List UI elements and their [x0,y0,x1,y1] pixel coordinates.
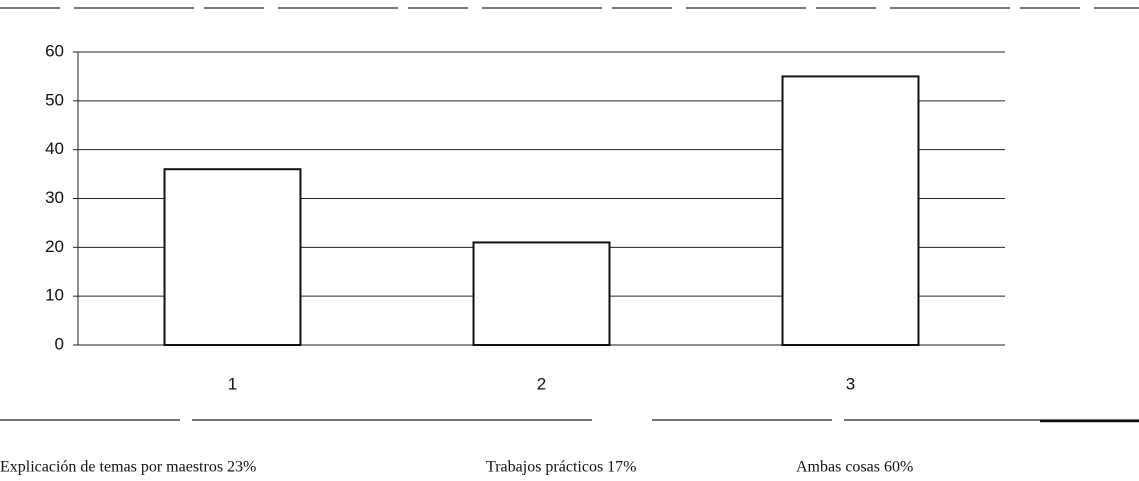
bar [472,241,611,346]
y-tick-label: 40 [45,139,64,158]
y-tick-label: 50 [45,90,64,109]
bar [781,75,920,347]
y-tick-label: 10 [45,286,64,305]
x-tick-label: 3 [846,374,855,393]
x-tick-label: 2 [537,374,546,393]
y-tick-label: 20 [45,237,64,256]
caption: Explicación de temas por maestros 23% [0,459,256,476]
x-tick-label: 1 [228,374,237,393]
y-tick-label: 60 [45,41,64,60]
caption: Ambas cosas 60% [796,459,913,476]
y-tick-label: 30 [45,188,64,207]
bar [163,168,302,346]
caption: Trabajos prácticos 17% [486,459,637,476]
y-tick-label: 0 [55,334,64,353]
